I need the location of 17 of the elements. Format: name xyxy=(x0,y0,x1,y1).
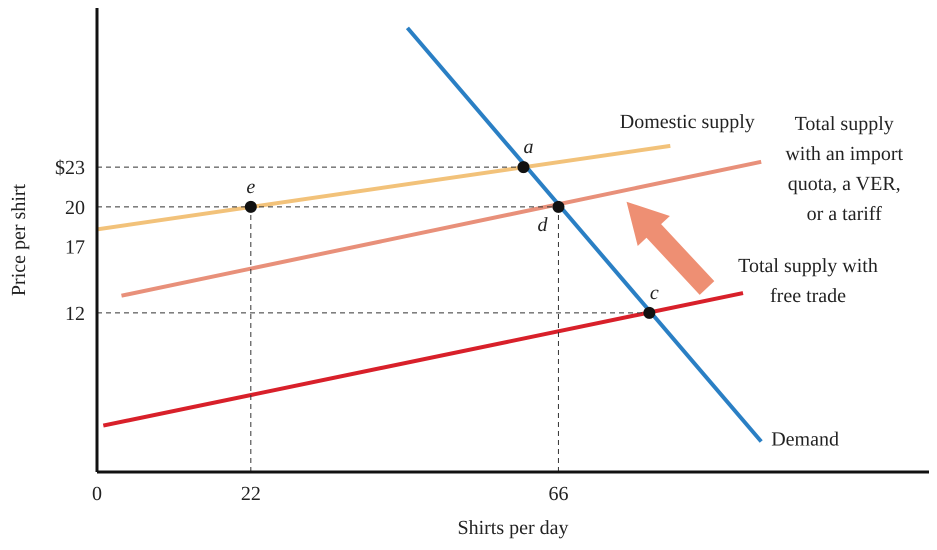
x-axis-title: Shirts per day xyxy=(457,517,569,539)
x-tick-label: 66 xyxy=(548,483,568,506)
series-label: Total supply with free trade xyxy=(738,255,878,308)
series-label: Demand xyxy=(771,428,839,451)
x-tick-label: 0 xyxy=(92,483,102,506)
series-label: Total supply with an import quota, a VER, or a tariff xyxy=(785,112,904,225)
x-tick-label: 22 xyxy=(240,483,261,506)
annotation: e xyxy=(246,176,256,198)
y-axis-title: Price per shirt xyxy=(8,183,30,296)
y-tick-label: $23 xyxy=(55,157,85,180)
annotation: c xyxy=(650,282,659,304)
y-tick-label: 12 xyxy=(65,303,85,326)
y-tick-label: 17 xyxy=(65,236,85,259)
y-tick-label: 20 xyxy=(65,196,85,219)
series-label: Domestic supply xyxy=(620,110,755,133)
annotation: a xyxy=(523,136,534,158)
annotation: d xyxy=(537,214,548,236)
